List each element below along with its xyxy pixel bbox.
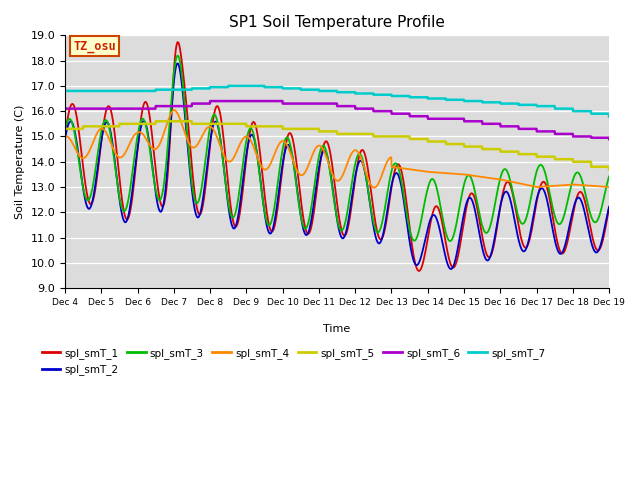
- Line: spl_smT_3: spl_smT_3: [65, 56, 609, 241]
- spl_smT_3: [314, 163, 321, 169]
- spl_smT_2: [371, 231, 379, 237]
- spl_smT_4: [125, 142, 133, 147]
- spl_smT_2: [125, 208, 133, 214]
- spl_smT_5: [314, 126, 321, 132]
- spl_smT_4: [61, 133, 69, 139]
- spl_smT_6: [371, 108, 379, 114]
- Legend: spl_smT_1, spl_smT_2, spl_smT_3, spl_smT_4, spl_smT_5, spl_smT_6, spl_smT_7: spl_smT_1, spl_smT_2, spl_smT_3, spl_smT…: [37, 344, 550, 379]
- spl_smT_5: [125, 121, 133, 127]
- spl_smT_6: [206, 98, 214, 104]
- spl_smT_4: [303, 165, 311, 170]
- spl_smT_5: [371, 133, 379, 139]
- spl_smT_5: [303, 126, 311, 132]
- spl_smT_7: [314, 87, 321, 93]
- Line: spl_smT_5: spl_smT_5: [65, 121, 609, 169]
- spl_smT_3: [605, 174, 613, 180]
- spl_smT_7: [61, 88, 69, 94]
- spl_smT_3: [303, 223, 311, 228]
- spl_smT_4: [314, 144, 321, 149]
- spl_smT_3: [61, 127, 69, 132]
- spl_smT_5: [103, 123, 111, 129]
- spl_smT_6: [605, 136, 613, 142]
- spl_smT_6: [103, 106, 111, 111]
- spl_smT_1: [125, 212, 133, 218]
- spl_smT_3: [371, 225, 379, 231]
- spl_smT_4: [292, 166, 300, 172]
- Y-axis label: Soil Temperature (C): Soil Temperature (C): [15, 105, 25, 219]
- spl_smT_6: [314, 101, 321, 107]
- Line: spl_smT_7: spl_smT_7: [65, 86, 609, 116]
- spl_smT_4: [371, 184, 379, 190]
- Title: SP1 Soil Temperature Profile: SP1 Soil Temperature Profile: [229, 15, 445, 30]
- spl_smT_3: [174, 53, 182, 59]
- spl_smT_1: [314, 183, 321, 189]
- spl_smT_1: [303, 230, 311, 236]
- spl_smT_5: [152, 119, 159, 124]
- spl_smT_1: [371, 217, 379, 223]
- spl_smT_3: [292, 181, 300, 187]
- spl_smT_1: [415, 268, 423, 274]
- spl_smT_5: [61, 126, 69, 132]
- Line: spl_smT_2: spl_smT_2: [65, 63, 609, 269]
- spl_smT_2: [61, 136, 69, 142]
- X-axis label: Time: Time: [323, 324, 351, 334]
- spl_smT_5: [292, 126, 300, 132]
- spl_smT_2: [292, 179, 300, 185]
- spl_smT_6: [125, 106, 133, 111]
- spl_smT_1: [61, 133, 69, 139]
- spl_smT_3: [446, 238, 454, 244]
- spl_smT_1: [174, 39, 182, 45]
- spl_smT_4: [103, 132, 111, 137]
- spl_smT_7: [103, 88, 111, 94]
- spl_smT_2: [173, 60, 181, 66]
- spl_smT_2: [605, 204, 613, 210]
- spl_smT_6: [61, 106, 69, 111]
- spl_smT_3: [103, 119, 111, 124]
- spl_smT_2: [103, 119, 111, 125]
- spl_smT_7: [125, 88, 133, 94]
- Line: spl_smT_1: spl_smT_1: [65, 42, 609, 271]
- spl_smT_7: [225, 83, 232, 89]
- spl_smT_1: [605, 205, 613, 211]
- spl_smT_7: [371, 92, 379, 97]
- Line: spl_smT_4: spl_smT_4: [65, 110, 609, 188]
- spl_smT_2: [447, 266, 454, 272]
- spl_smT_7: [292, 85, 300, 91]
- spl_smT_4: [170, 107, 178, 113]
- spl_smT_1: [103, 105, 111, 110]
- Text: TZ_osu: TZ_osu: [73, 39, 116, 52]
- spl_smT_6: [303, 101, 311, 107]
- Line: spl_smT_6: spl_smT_6: [65, 101, 609, 139]
- spl_smT_7: [605, 113, 613, 119]
- spl_smT_4: [371, 185, 378, 191]
- spl_smT_7: [303, 87, 311, 93]
- spl_smT_3: [125, 192, 133, 197]
- spl_smT_2: [303, 231, 311, 237]
- spl_smT_1: [292, 158, 300, 164]
- spl_smT_5: [605, 167, 613, 172]
- spl_smT_6: [292, 101, 300, 107]
- spl_smT_2: [314, 176, 321, 181]
- spl_smT_4: [605, 184, 613, 190]
